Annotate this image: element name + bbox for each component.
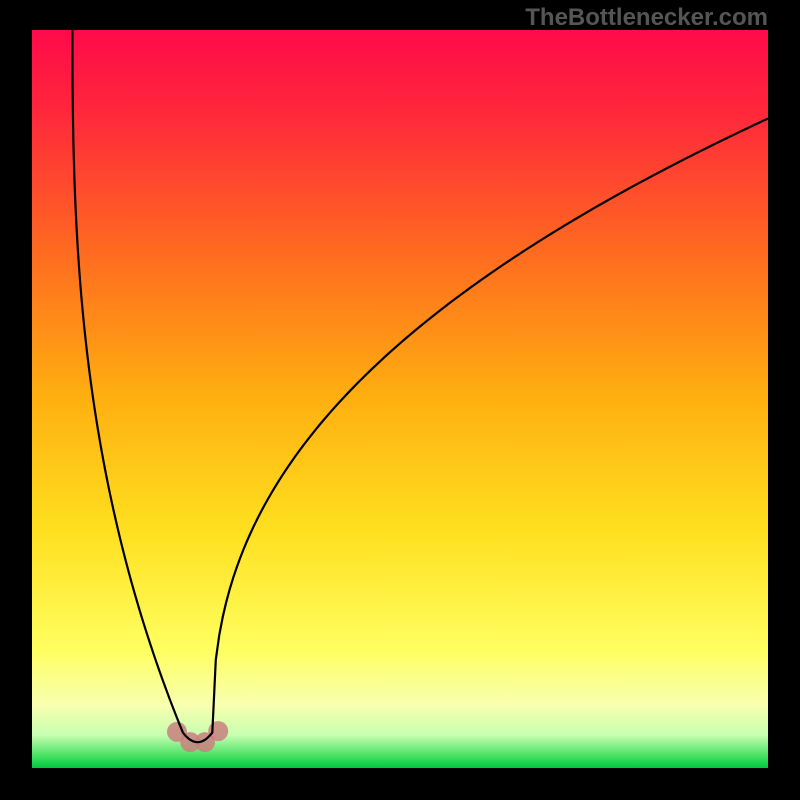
- plot-svg: [0, 0, 800, 800]
- frame-left: [0, 0, 32, 800]
- frame-bottom: [0, 768, 800, 800]
- gradient-background: [32, 30, 768, 768]
- watermark-text: TheBottlenecker.com: [525, 4, 768, 32]
- frame-right: [768, 0, 800, 800]
